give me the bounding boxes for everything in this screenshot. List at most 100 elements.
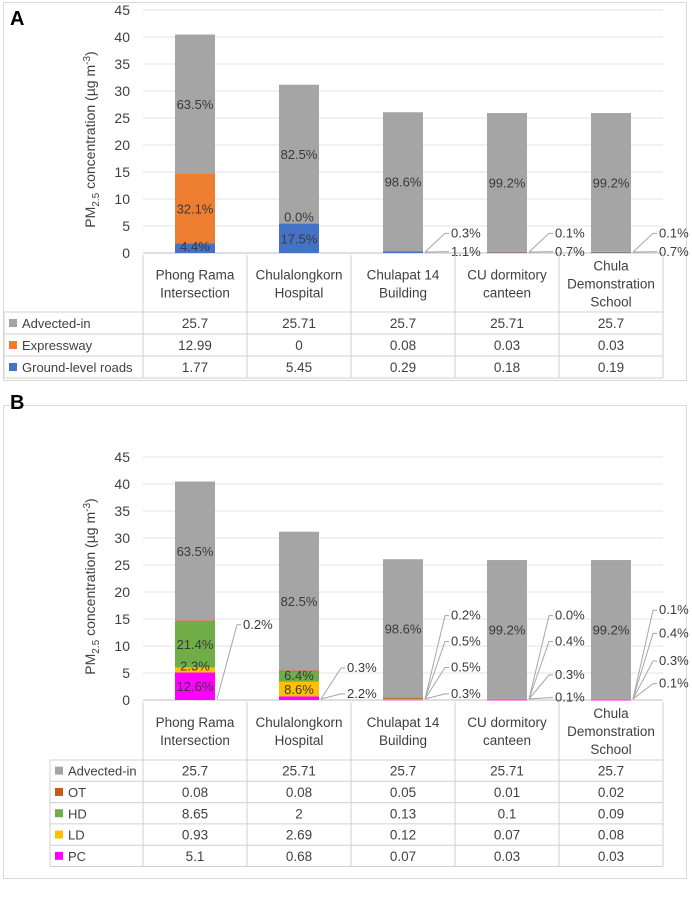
y-tick-label-b-0: 0 (122, 692, 130, 708)
x-tick-label-a-2-1: Building (379, 286, 427, 301)
table-cell-a-2-3: 0.18 (494, 360, 520, 375)
table-cell-b-2-3: 0.1 (498, 806, 517, 821)
bar-a-ground-level-roads-0 (175, 243, 215, 253)
bar-data-label-b-1: 21.4% (177, 637, 214, 652)
x-tick-label-b-4-1: Demonstration (567, 724, 655, 739)
table-cell-b-2-1: 2 (295, 806, 303, 821)
bar-b-pc-1 (279, 696, 319, 700)
table-cell-a-1-2: 0.08 (390, 338, 416, 353)
table-cell-b-0-0: 25.7 (182, 764, 208, 779)
legend-key-a-0 (9, 319, 17, 327)
callout-leader-b-12 (632, 632, 657, 700)
callout-label-b-4: 0.5% (451, 634, 481, 649)
bar-b-advected-in-3 (487, 560, 527, 699)
x-tick-label-b-3-0: CU dormitory (467, 715, 547, 730)
bar-b-ot-4 (591, 698, 631, 700)
bar-a-ground-level-roads-2 (383, 251, 423, 253)
bar-data-label-a-0: 63.5% (177, 97, 214, 112)
table-cell-a-1-1: 0 (295, 338, 303, 353)
x-tick-label-b-0-0: Phong Rama (156, 715, 235, 730)
table-cell-b-4-2: 0.07 (390, 849, 416, 864)
x-tick-label-b-4-2: School (590, 742, 631, 757)
callout-leader-b-2 (320, 693, 345, 700)
y-tick-label-b-10: 10 (114, 638, 130, 654)
x-tick-label-a-2-0: Chulapat 14 (367, 268, 440, 283)
legend-label-a-0: Advected-in (22, 316, 91, 331)
bar-a-advected-in-3 (487, 113, 527, 252)
y-tick-label-b-35: 35 (114, 503, 130, 519)
legend-key-a-1 (9, 341, 17, 349)
table-cell-a-0-0: 25.7 (182, 316, 208, 331)
table-cell-b-0-2: 25.7 (390, 764, 416, 779)
callout-leader-b-9 (528, 674, 553, 700)
panel-b-letter: B (10, 392, 25, 414)
y-tick-label-a-0: 0 (122, 245, 130, 261)
bar-data-label-a-5: 17.5% (281, 231, 318, 246)
callout-label-b-14: 0.1% (659, 676, 689, 691)
bar-data-label-b-5: 6.4% (284, 668, 314, 683)
callout-label-b-0: 0.2% (243, 617, 273, 632)
table-cell-b-1-0: 0.08 (182, 785, 208, 800)
callout-leader-a-0 (424, 232, 449, 253)
callout-label-b-9: 0.3% (555, 667, 585, 682)
y-tick-label-a-5: 5 (122, 218, 130, 234)
callout-leader-b-3 (424, 615, 449, 700)
y-tick-label-b-25: 25 (114, 557, 130, 573)
callout-label-a-0: 0.3% (451, 225, 481, 240)
legend-label-a-2: Ground-level roads (22, 360, 133, 375)
callout-leader-a-2 (528, 232, 553, 253)
bar-a-advected-in-1 (279, 84, 319, 224)
bar-a-expressway-2 (383, 251, 423, 252)
table-cell-b-3-1: 2.69 (286, 828, 312, 843)
bar-data-label-b-9: 99.2% (593, 622, 630, 637)
y-tick-label-a-15: 15 (114, 164, 130, 180)
bar-data-label-a-7: 99.2% (489, 175, 526, 190)
bar-b-pc-0 (175, 672, 215, 700)
y-tick-label-a-10: 10 (114, 191, 130, 207)
bar-a-expressway-0 (175, 173, 215, 244)
legend-key-a-2 (9, 363, 17, 371)
bar-b-advected-in-4 (591, 560, 631, 699)
bar-b-advected-in-2 (383, 559, 423, 699)
bar-b-pc-4 (591, 699, 631, 701)
table-cell-b-4-1: 0.68 (286, 849, 312, 864)
callout-label-b-3: 0.2% (451, 608, 481, 623)
table-cell-b-0-1: 25.71 (282, 764, 316, 779)
table-cell-b-0-4: 25.7 (598, 764, 624, 779)
x-tick-label-a-4-0: Chula (593, 259, 629, 274)
callout-leader-a-4 (632, 232, 657, 253)
bar-data-label-a-3: 82.5% (281, 147, 318, 162)
callout-label-a-3: 0.7% (555, 244, 585, 259)
x-tick-label-a-4-1: Demonstration (567, 277, 655, 292)
y-tick-label-b-5: 5 (122, 665, 130, 681)
table-cell-b-1-3: 0.01 (494, 785, 520, 800)
callout-leader-b-1 (320, 667, 345, 700)
table-cell-a-1-4: 0.03 (598, 338, 624, 353)
callout-label-a-2: 0.1% (555, 225, 585, 240)
legend-label-b-3: LD (68, 828, 85, 843)
bar-a-ground-level-roads-1 (279, 223, 319, 253)
x-tick-label-b-3-1: canteen (483, 733, 531, 748)
y-tick-label-b-15: 15 (114, 611, 130, 627)
table-cell-a-0-2: 25.7 (390, 316, 416, 331)
table-cell-b-3-2: 0.12 (390, 828, 416, 843)
bar-data-label-a-2: 4.4% (180, 239, 210, 254)
callout-label-b-12: 0.4% (659, 625, 689, 640)
table-cell-a-2-1: 5.45 (286, 360, 312, 375)
legend-label-b-2: HD (68, 806, 87, 821)
bar-b-ld-4 (591, 699, 631, 701)
panel-a-frame (3, 2, 687, 381)
table-cell-b-4-3: 0.03 (494, 849, 520, 864)
callout-leader-b-13 (632, 660, 657, 700)
callout-leader-b-7 (528, 615, 553, 700)
bar-b-ot-2 (383, 698, 423, 699)
bar-b-ot-0 (175, 620, 215, 621)
x-tick-label-a-4-2: School (590, 295, 631, 310)
table-cell-a-1-3: 0.03 (494, 338, 520, 353)
bar-data-label-b-4: 82.5% (281, 594, 318, 609)
callout-label-a-1: 1.1% (451, 244, 481, 259)
legend-label-b-4: PC (68, 849, 86, 864)
bar-a-ground-level-roads-3 (487, 252, 527, 253)
legend-label-b-0: Advected-in (68, 764, 137, 779)
